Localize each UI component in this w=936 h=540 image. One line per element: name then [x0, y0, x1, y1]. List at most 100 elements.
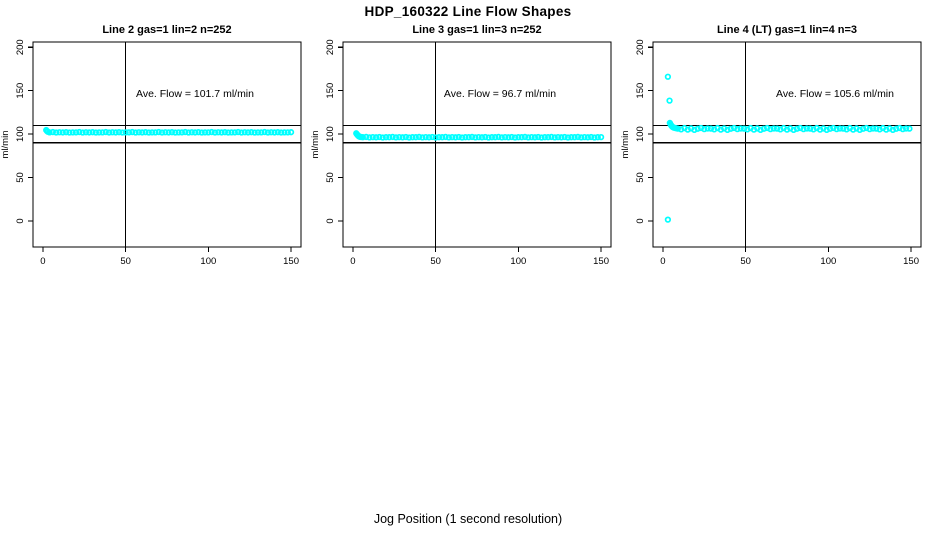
data-point [906, 125, 913, 132]
data-point [281, 129, 288, 136]
y-tick-label: 0 [15, 218, 26, 223]
data-point [773, 125, 781, 132]
data-point [568, 134, 575, 141]
data-point [182, 128, 189, 136]
data-point [369, 133, 376, 141]
data-point [666, 97, 673, 104]
data-point [578, 134, 585, 141]
data-point [445, 134, 453, 141]
data-point [261, 128, 268, 136]
x-tick-label: 0 [40, 256, 45, 267]
data-point [277, 129, 285, 136]
data-point [574, 133, 582, 141]
data-point [757, 126, 764, 134]
data-point [740, 125, 748, 132]
y-tick-label: 0 [325, 218, 336, 223]
data-point [664, 73, 672, 80]
data-point [571, 134, 578, 141]
data-point [528, 133, 535, 141]
data-point [889, 126, 897, 134]
x-tick-label: 150 [593, 256, 609, 267]
data-point [412, 134, 419, 141]
data-point [241, 129, 248, 136]
y-tick-label: 100 [15, 126, 26, 142]
data-point [442, 133, 449, 141]
data-point [455, 133, 462, 141]
data-point [581, 133, 588, 141]
subplot-title: Line 3 gas=1 lin=3 n=252 [412, 24, 541, 36]
data-point [531, 134, 539, 141]
data-point [724, 126, 731, 134]
data-point [561, 133, 568, 141]
x-tick-label: 150 [283, 256, 299, 267]
data-point [363, 133, 370, 141]
y-tick-label: 50 [15, 172, 26, 183]
data-point [162, 129, 169, 136]
data-point [188, 129, 195, 136]
data-point [96, 129, 103, 136]
data-point [382, 134, 390, 141]
y-tick-label: 200 [325, 39, 336, 55]
data-point [46, 129, 53, 136]
data-point [372, 134, 380, 141]
y-axis-label: ml/min [0, 131, 11, 159]
data-point [122, 129, 129, 136]
data-point [826, 125, 834, 132]
data-point [201, 129, 209, 136]
data-point [125, 129, 133, 136]
data-point [49, 128, 57, 136]
figure-title: HDP_160322 Line Flow Shapes [364, 4, 572, 19]
plot-box [652, 41, 922, 248]
data-point [564, 134, 572, 141]
data-point [498, 134, 505, 141]
data-point [475, 133, 482, 141]
data-point [495, 133, 502, 141]
subplot-title: Line 4 (LT) gas=1 lin=4 n=3 [717, 24, 857, 36]
data-point [195, 129, 202, 136]
data-point [218, 129, 225, 136]
data-point [379, 134, 386, 141]
data-point [238, 129, 245, 136]
data-point [899, 125, 906, 133]
x-tick-label: 100 [820, 256, 836, 267]
data-point [429, 133, 436, 141]
data-point [472, 134, 479, 141]
x-axis-caption: Jog Position (1 second resolution) [373, 512, 563, 526]
data-point [435, 134, 443, 141]
y-tick-label: 0 [635, 218, 646, 223]
data-point [409, 134, 416, 141]
data-point [251, 129, 258, 136]
y-tick-label: 200 [15, 39, 26, 55]
data-point [458, 134, 466, 141]
data-point [142, 129, 149, 136]
data-point [760, 125, 767, 132]
data-point [790, 126, 797, 134]
data-point [856, 126, 863, 134]
data-point [425, 134, 433, 141]
data-point [76, 128, 83, 136]
data-point [452, 134, 459, 141]
data-point [225, 129, 232, 136]
data-point [132, 129, 139, 136]
data-point [284, 129, 291, 136]
data-point [873, 125, 880, 132]
data-point [468, 133, 476, 141]
subplot-title: Line 2 gas=1 lin=2 n=252 [102, 24, 231, 36]
data-point [129, 128, 136, 136]
y-tick-label: 100 [325, 126, 336, 142]
data-point [274, 129, 281, 136]
data-point [215, 129, 222, 136]
data-point [158, 129, 166, 136]
x-tick-label: 50 [120, 256, 131, 267]
data-point [833, 125, 840, 133]
data-point [115, 129, 123, 136]
data-point [488, 134, 496, 141]
data-point [268, 129, 275, 136]
data-point [482, 133, 489, 141]
data-point [109, 129, 116, 136]
data-point [62, 129, 70, 136]
y-tick-label: 50 [325, 172, 336, 183]
data-point [228, 129, 235, 136]
data-point [89, 129, 96, 136]
